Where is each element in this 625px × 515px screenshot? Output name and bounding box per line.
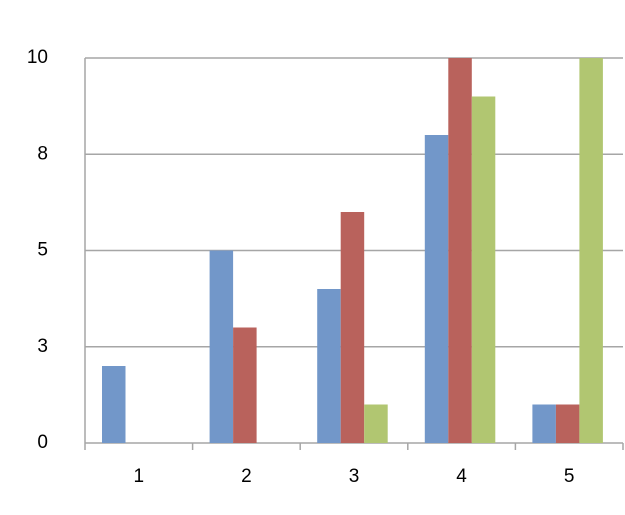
bar: [555, 404, 580, 443]
bar: [579, 58, 603, 443]
bar: [448, 58, 472, 443]
y-tick-label: 10: [27, 47, 48, 68]
bar: [317, 289, 341, 443]
bar: [209, 250, 234, 443]
x-tick-label: 2: [241, 466, 252, 487]
x-tick-label: 4: [456, 466, 467, 487]
bar: [471, 96, 496, 443]
y-tick-label: 5: [37, 240, 48, 261]
bar: [102, 366, 126, 443]
y-tick-label: 0: [37, 432, 48, 453]
bar: [424, 135, 449, 443]
x-tick-label: 3: [349, 466, 360, 487]
y-tick-label: 3: [37, 336, 48, 357]
y-tick-label: 8: [37, 143, 48, 164]
bar: [233, 327, 257, 443]
x-tick-label: 5: [564, 466, 575, 487]
bar: [340, 212, 365, 443]
bar: [364, 404, 388, 443]
bar: [532, 404, 556, 443]
x-tick-label: 1: [134, 466, 145, 487]
